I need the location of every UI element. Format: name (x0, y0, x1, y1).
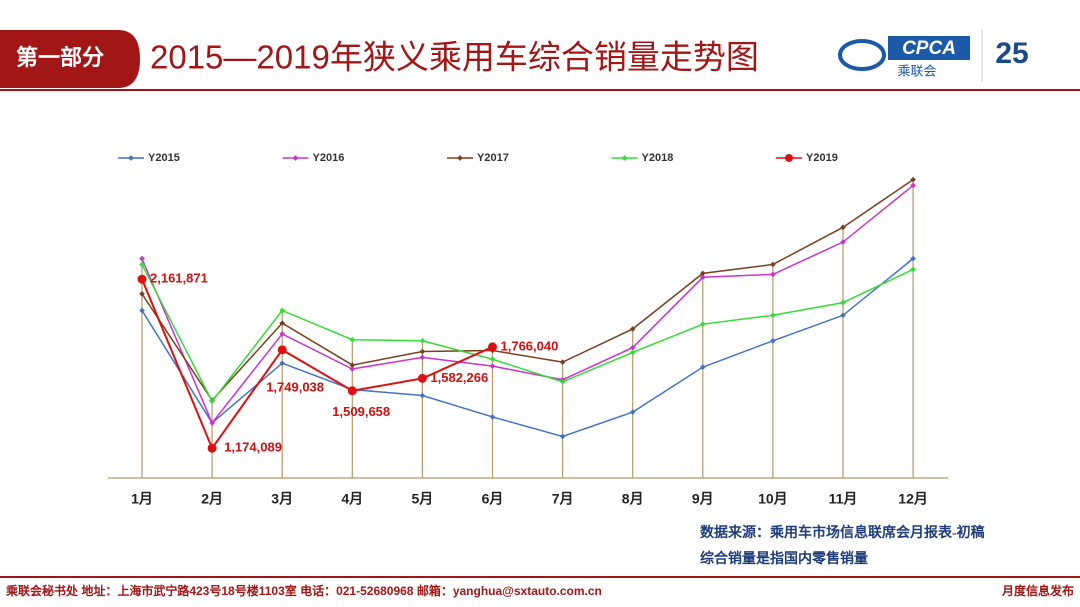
note: 综合销量是指国内零售销量 (700, 550, 868, 567)
point (559, 359, 566, 365)
logo-text: CPCA (902, 38, 956, 59)
legend-marker (785, 154, 793, 162)
point (559, 433, 566, 440)
x-tick-label: 1月 (131, 491, 153, 507)
legend-label: Y2017 (477, 152, 509, 164)
data-label: 1,766,040 (501, 338, 559, 353)
point (699, 274, 706, 281)
point (419, 348, 426, 355)
x-tick-label: 7月 (552, 491, 574, 507)
point (699, 270, 706, 277)
point (840, 239, 846, 245)
data-label: 1,509,658 (332, 404, 390, 419)
point (699, 321, 706, 327)
point (770, 337, 776, 344)
point (207, 443, 217, 453)
logo-sub: 乘联会 (897, 63, 936, 78)
point (419, 337, 426, 344)
point (770, 312, 776, 319)
point (489, 356, 496, 363)
point (840, 224, 846, 231)
point (139, 291, 145, 297)
point (629, 349, 636, 356)
x-tick-label: 11月 (829, 491, 858, 507)
point (910, 182, 916, 189)
point (347, 386, 357, 396)
point (419, 354, 426, 361)
point (840, 312, 846, 319)
legend-marker (128, 155, 134, 161)
data-label: 1,749,038 (266, 379, 324, 394)
x-tick-label: 9月 (692, 491, 714, 507)
section-label: 第一部分 (16, 45, 104, 70)
data-label: 1,174,089 (224, 440, 282, 455)
point (279, 307, 286, 314)
point (770, 271, 776, 278)
x-tick-label: 3月 (271, 491, 293, 507)
point (139, 261, 145, 268)
data-label: 2,161,871 (150, 271, 208, 286)
point (209, 398, 215, 405)
point (488, 342, 497, 352)
section-tab (0, 30, 140, 88)
point (910, 255, 916, 262)
point (770, 261, 776, 268)
x-tick-label: 2月 (201, 491, 223, 507)
point (910, 176, 916, 183)
series-line (141, 258, 914, 438)
point (139, 307, 145, 314)
point (209, 420, 215, 426)
point (840, 299, 846, 306)
point (279, 320, 286, 326)
slide-title: 2015—2019年狭义乘用车综合销量走势图 (150, 39, 759, 76)
point (349, 336, 356, 343)
series-line (141, 178, 914, 402)
point (419, 392, 426, 399)
point (279, 360, 286, 367)
series-line (141, 278, 493, 451)
point (277, 345, 287, 355)
legend-marker (621, 155, 628, 161)
x-tick-label: 6月 (482, 491, 504, 507)
x-tick-label: 8月 (622, 491, 644, 507)
x-tick-label: 10月 (758, 491, 788, 507)
point (489, 363, 496, 369)
logo-swoosh (838, 39, 886, 71)
footer-right: 月度信息发布 (1001, 583, 1074, 598)
point (629, 409, 636, 415)
footer-left: 乘联会秘书处 地址：上海市武宁路423号18号楼1103室 电话：021-526… (5, 583, 602, 598)
point (559, 379, 566, 385)
point (349, 366, 356, 372)
x-tick-label: 5月 (412, 491, 434, 507)
point (137, 274, 147, 284)
note: 数据来源：乘用车市场信息联席会月报表-初稿 (700, 524, 985, 541)
legend-label: Y2018 (642, 152, 674, 164)
point (910, 266, 916, 273)
point (629, 326, 636, 332)
point (699, 364, 706, 370)
badge: 25 (995, 37, 1028, 70)
point (489, 414, 496, 420)
point (139, 255, 145, 262)
point (349, 362, 356, 368)
data-label: 1,582,266 (430, 370, 488, 385)
series-line (141, 184, 914, 425)
x-tick-label: 12月 (898, 491, 928, 507)
legend-label: Y2015 (148, 152, 180, 164)
legend-marker (457, 155, 463, 161)
series-line (141, 264, 914, 403)
legend-label: Y2019 (806, 152, 838, 164)
point (279, 331, 286, 337)
point (629, 344, 636, 351)
legend-marker (292, 155, 299, 161)
point (417, 373, 427, 383)
legend-label: Y2016 (313, 152, 345, 164)
x-tick-label: 4月 (341, 491, 363, 507)
logo-box (888, 36, 970, 60)
